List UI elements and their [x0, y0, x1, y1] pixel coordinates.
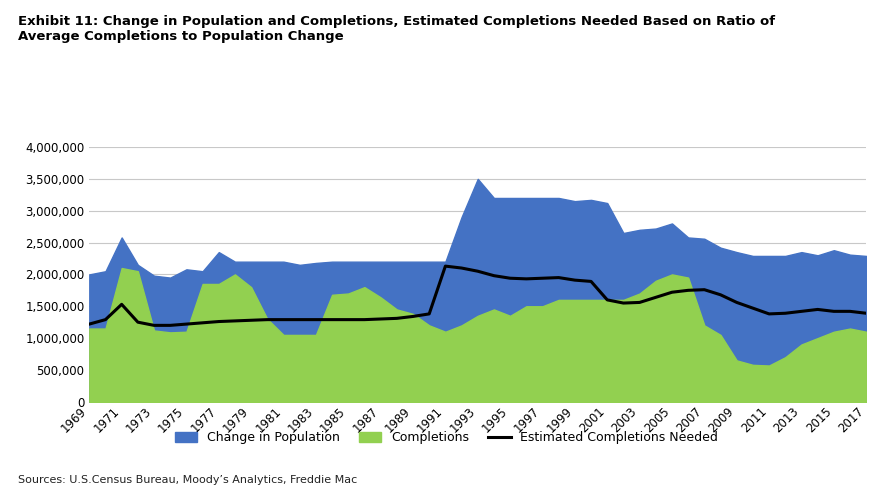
Text: Sources: U.S.Census Bureau, Moody’s Analytics, Freddie Mac: Sources: U.S.Census Bureau, Moody’s Anal… [18, 475, 357, 485]
Legend: Change in Population, Completions, Estimated Completions Needed: Change in Population, Completions, Estim… [170, 426, 723, 449]
Text: Exhibit 11: Change in Population and Completions, Estimated Completions Needed B: Exhibit 11: Change in Population and Com… [18, 15, 775, 43]
